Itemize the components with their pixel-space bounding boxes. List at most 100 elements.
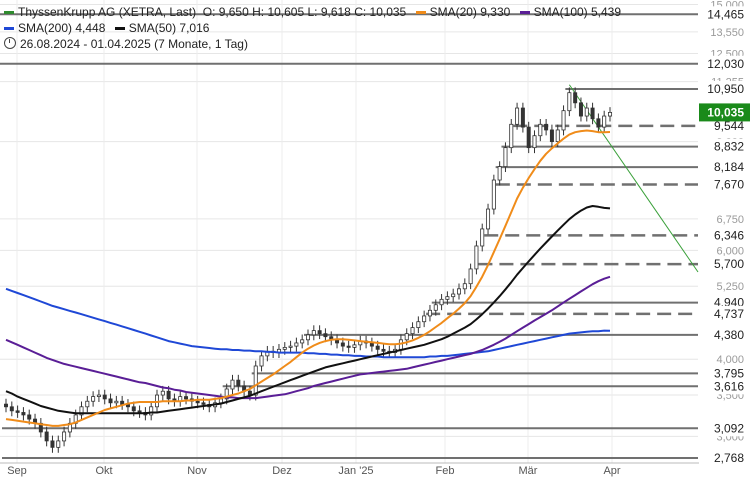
candle-body (224, 388, 229, 400)
candle-body (578, 102, 583, 117)
sma200-line (5, 287, 611, 359)
level-label: 4,737 (714, 307, 744, 321)
candle-body (311, 330, 316, 336)
candle-body (538, 123, 543, 137)
x-axis-labels: Sep Okt Nov Dez Jan '25 Feb Mär Apr (7, 465, 621, 477)
candle-body (44, 431, 49, 442)
level-label: 14,465 (707, 7, 744, 21)
candle-body (306, 334, 310, 341)
candle-body (21, 412, 26, 416)
legend-row-3: 26.08.2024 - 01.04.2025 (7 Monate, 1 Tag… (4, 36, 621, 52)
candle-body (549, 129, 554, 143)
candle-body (491, 179, 496, 210)
candle-body (102, 394, 107, 400)
candle-body (340, 342, 345, 347)
level-label: 12,030 (707, 57, 744, 71)
level-labels: 14,465 12,030 10,950 9,544 8,832 8,184 7,670 6,… (699, 6, 750, 466)
candle-body (526, 126, 531, 149)
x-tick-label: Okt (95, 465, 112, 477)
y-tick-label: 13,550 (710, 27, 744, 39)
sma-lines (5, 129, 611, 427)
candle-body (497, 166, 502, 181)
candlesticks (4, 87, 612, 453)
level-label-bg (699, 176, 750, 193)
candle-body (50, 440, 55, 448)
x-tick-label: Mär (519, 465, 538, 477)
candle-body (520, 107, 525, 128)
candle-body (596, 118, 601, 128)
candle-body (346, 345, 351, 348)
candle-body (433, 304, 438, 311)
candle-body (253, 365, 258, 396)
level-label: 3,092 (714, 421, 744, 435)
candle-body (131, 406, 136, 412)
last-price-label: 10,035 (707, 105, 744, 119)
ohlc-values: O: 9,650 H: 10,605 L: 9,618 C: 10,035 (202, 5, 407, 19)
level-label: 9,544 (714, 119, 744, 133)
level-label-bg (699, 227, 750, 244)
sma100-line (5, 275, 611, 400)
candle-body (462, 283, 467, 290)
level-label-bg (699, 305, 750, 322)
y-tick-label: 5,250 (716, 281, 744, 293)
candle-body (282, 347, 287, 350)
candle-body (300, 339, 305, 344)
level-label: 8,184 (714, 160, 744, 174)
candle-body (114, 400, 119, 404)
candle-body (294, 342, 299, 347)
candle-body (544, 123, 549, 131)
candle-body (445, 296, 450, 300)
candle-body (561, 110, 566, 131)
sma100-label: SMA(100) 5,439 (533, 5, 622, 19)
level-label-bg (699, 6, 750, 23)
candle-body (317, 330, 322, 335)
level-label: 2,768 (714, 451, 744, 465)
candle-body (515, 107, 520, 125)
sma50-label: SMA(50) 7,016 (128, 21, 210, 35)
level-label: 3,616 (714, 379, 744, 393)
y-tick-label: 4,000 (716, 354, 744, 366)
candle-body (79, 406, 84, 416)
candle-body (259, 355, 264, 367)
level-label-bg (699, 55, 750, 72)
candle-body (509, 123, 514, 149)
candle-body (369, 342, 374, 347)
candle-body (573, 92, 578, 104)
candle-body (85, 400, 90, 408)
candle-body (567, 92, 572, 112)
level-label-bg (699, 81, 750, 97)
x-tick-label: Feb (436, 465, 455, 477)
level-label: 4,380 (714, 328, 744, 342)
sma20-line (5, 129, 611, 427)
sma200-label: SMA(200) 4,448 (18, 21, 106, 35)
candle-body (532, 135, 537, 149)
candle-body (62, 431, 67, 442)
level-label: 3,795 (714, 366, 744, 380)
candle-body (439, 298, 444, 306)
sma50-swatch (114, 27, 125, 31)
candle-body (590, 107, 595, 120)
candle-body (108, 398, 113, 404)
instrument-name: ThyssenKrupp AG (XETRA, Last) (18, 5, 197, 19)
candle-body (427, 309, 432, 317)
clock-icon (4, 37, 16, 49)
x-tick-label: Apr (603, 465, 620, 477)
candle-body (410, 327, 415, 335)
level-label-bg (699, 378, 750, 395)
candle-body (9, 406, 14, 412)
y-tick-label: 6,750 (716, 214, 744, 226)
sma200-swatch (4, 27, 14, 31)
candle-body (381, 348, 386, 352)
candle-body (15, 410, 20, 413)
candle-body (375, 345, 380, 350)
candle-body (236, 379, 241, 387)
price-levels (0, 13, 699, 459)
candle-body (137, 410, 142, 413)
candle-body (166, 390, 171, 400)
level-label-bg (699, 159, 750, 176)
level-label-bg (699, 117, 750, 134)
candle-body (195, 400, 200, 404)
y-tick-label: 6,000 (716, 245, 744, 257)
level-label-bg (699, 420, 750, 437)
